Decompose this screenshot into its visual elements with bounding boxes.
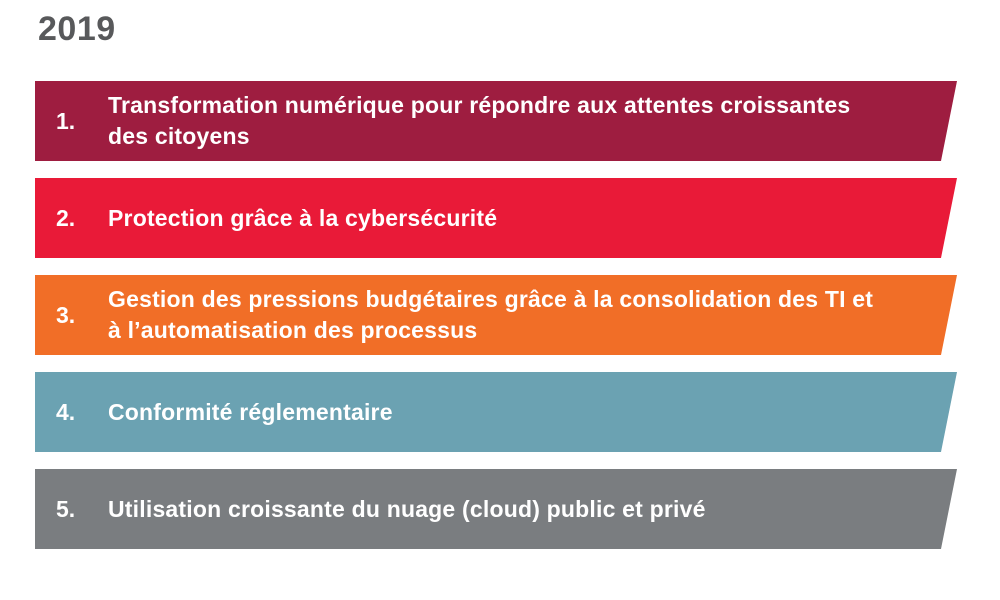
list-item-2: 2. Protection grâce à la cybersécurité xyxy=(35,178,957,258)
item-label: Protection grâce à la cybersécurité xyxy=(108,204,498,231)
item-label: Utilisation croissante du nuage (cloud) … xyxy=(108,495,706,522)
item-number: 2. xyxy=(56,204,76,231)
priority-list: 1. Transformation numérique pour répondr… xyxy=(35,81,957,549)
item-label: Gestion des pressions budgétaires grâce … xyxy=(108,286,874,343)
item-number: 3. xyxy=(56,301,76,328)
item-label: Conformité réglementaire xyxy=(108,398,393,425)
list-item-4: 4. Conformité réglementaire xyxy=(35,372,957,452)
item-number: 1. xyxy=(56,107,76,134)
item-label: Transformation numérique pour répondre a… xyxy=(108,92,851,149)
list-item-3: 3. Gestion des pressions budgétaires grâ… xyxy=(35,275,957,355)
item-number: 4. xyxy=(56,398,76,425)
list-item-5: 5. Utilisation croissante du nuage (clou… xyxy=(35,469,957,549)
item-number: 5. xyxy=(56,495,76,522)
list-item-1: 1. Transformation numérique pour répondr… xyxy=(35,81,957,161)
page-title: 2019 xyxy=(38,10,116,48)
